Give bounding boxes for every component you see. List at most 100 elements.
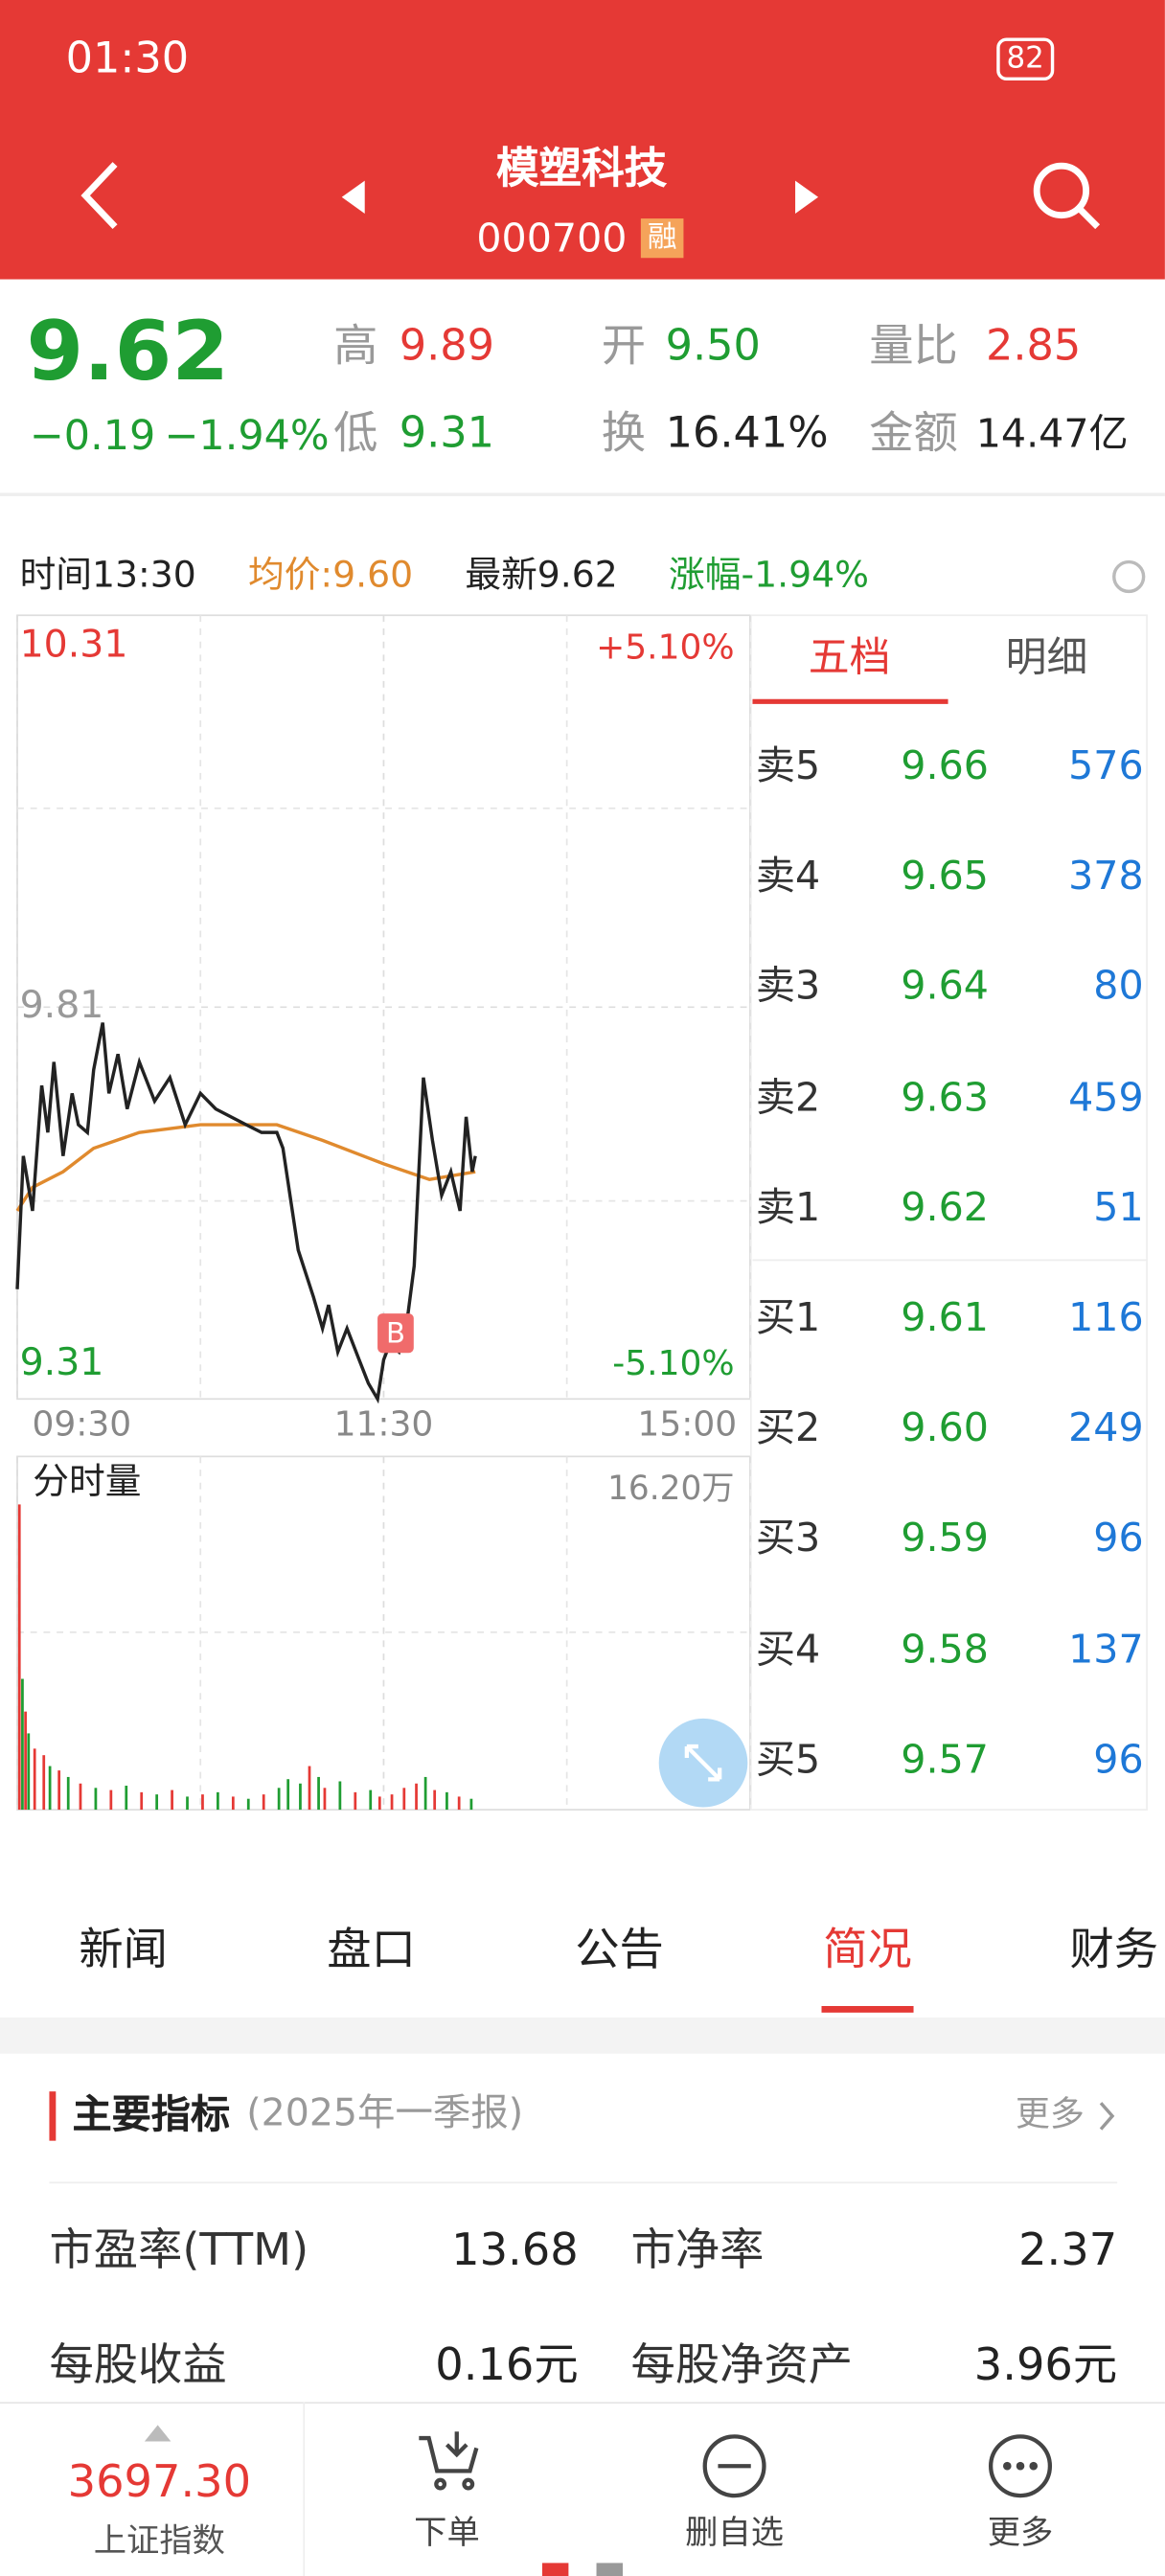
volume-bar	[57, 1770, 61, 1811]
book-price: 9.58	[901, 1626, 989, 1673]
book-volume: 459	[1068, 1073, 1144, 1120]
volume-bar	[445, 1791, 448, 1811]
book-price: 9.59	[901, 1515, 989, 1562]
more-arrow	[1099, 2102, 1115, 2131]
book-label: 买3	[755, 1515, 821, 1562]
field-value: 9.89	[399, 322, 495, 372]
metric-label: 每股收益	[49, 2340, 227, 2392]
volume-bar	[423, 1776, 427, 1811]
volume-bar	[262, 1794, 265, 1811]
volume-bar	[42, 1755, 46, 1811]
index-value[interactable]: 3697.30	[67, 2456, 252, 2508]
more-link[interactable]: 更多	[1015, 2093, 1085, 2133]
back-button[interactable]	[80, 162, 118, 230]
more-icon	[989, 2434, 1053, 2498]
book-volume: 137	[1068, 1626, 1144, 1673]
divider	[49, 2181, 1118, 2184]
volume-bar	[186, 1796, 189, 1811]
pct-label: +5.10%	[596, 627, 735, 667]
divider	[0, 492, 1165, 496]
metric-label: 市盈率(TTM)	[49, 2224, 309, 2277]
volume-bar	[48, 1766, 52, 1811]
x-tick-label: 11:30	[334, 1405, 434, 1445]
metric-value: 3.96元	[973, 2340, 1118, 2392]
order-icon	[419, 2431, 479, 2491]
book-price: 9.60	[901, 1404, 989, 1451]
volume-bar	[217, 1791, 219, 1811]
volume-bar	[286, 1779, 290, 1811]
y-tick-label: 9.31	[20, 1340, 104, 1384]
book-price: 9.57	[901, 1736, 989, 1783]
tab[interactable]: 财务	[1069, 1925, 1159, 1976]
pct-label: -5.10%	[612, 1344, 734, 1383]
volume-bar	[17, 1504, 21, 1811]
volume-bar	[94, 1788, 98, 1811]
book-label: 卖4	[755, 853, 821, 900]
info-time: 时间13:30	[19, 555, 196, 597]
volume-bar	[24, 1711, 27, 1811]
volume-bar	[390, 1794, 394, 1811]
header-bg	[0, 0, 1165, 280]
book-price: 9.62	[901, 1184, 989, 1231]
gap	[0, 2017, 1165, 2054]
field-label: 量比	[869, 321, 958, 373]
volume-bar	[33, 1748, 36, 1811]
metric-label: 每股净资产	[630, 2340, 854, 2392]
prev-stock[interactable]	[341, 180, 365, 214]
volume-bar	[66, 1776, 70, 1811]
volume-bar	[140, 1791, 144, 1811]
volume-bar	[21, 1678, 24, 1811]
search-button[interactable]	[1033, 162, 1101, 230]
volume-title: 分时量	[33, 1460, 141, 1502]
info-avg: 均价:9.60	[247, 555, 414, 597]
volume-bar	[433, 1790, 437, 1811]
volume-bar	[299, 1783, 302, 1811]
volume-bar	[109, 1790, 113, 1811]
book-volume: 96	[1093, 1736, 1144, 1783]
field-label: 开	[601, 321, 646, 373]
book-tab[interactable]: 明细	[1005, 633, 1088, 681]
bottom-nav	[0, 2402, 1165, 2576]
book-volume: 576	[1068, 742, 1144, 789]
section-period: (2025年一季报)	[246, 2092, 524, 2135]
book-label: 卖1	[755, 1184, 821, 1231]
tab[interactable]: 简况	[823, 1925, 912, 1976]
book-volume: 80	[1093, 963, 1144, 1010]
book-label: 买2	[755, 1404, 821, 1451]
volume-bar	[308, 1766, 311, 1811]
change: −0.19	[29, 411, 156, 460]
book-label: 卖5	[755, 742, 821, 789]
book-price: 9.61	[901, 1294, 989, 1341]
settings-icon[interactable]	[1112, 559, 1146, 594]
nav-item[interactable]: 下单	[414, 2512, 480, 2552]
field-label: 低	[333, 408, 378, 460]
tab[interactable]: 盘口	[327, 1925, 416, 1976]
trade-marker-label: B	[386, 1316, 405, 1349]
battery: 82	[996, 37, 1055, 81]
volume-bar	[27, 1733, 31, 1811]
tab[interactable]: 公告	[575, 1925, 664, 1976]
next-stock[interactable]	[795, 180, 819, 214]
book-label: 买5	[755, 1736, 821, 1783]
field-value: 9.31	[399, 409, 495, 459]
book-label: 买4	[755, 1626, 821, 1673]
tab-indicator	[821, 2006, 914, 2013]
metric-value: 13.68	[451, 2224, 579, 2277]
volume-bar	[246, 1798, 250, 1811]
book-price: 9.64	[901, 963, 989, 1010]
metric-value: 0.16元	[435, 2340, 579, 2392]
book-tab[interactable]: 五档	[808, 633, 891, 681]
volume-bar	[338, 1781, 342, 1811]
nav-item[interactable]: 删自选	[685, 2512, 785, 2552]
nav-item[interactable]: 更多	[987, 2512, 1054, 2552]
book-price: 9.66	[901, 742, 989, 789]
volume-bar	[125, 1786, 128, 1811]
stock-name: 模塑科技	[495, 144, 668, 194]
book-price: 9.65	[901, 853, 989, 900]
volume-bar	[402, 1788, 406, 1811]
book-volume: 116	[1068, 1294, 1144, 1341]
remove-icon	[702, 2434, 766, 2498]
tab[interactable]: 新闻	[79, 1925, 168, 1976]
